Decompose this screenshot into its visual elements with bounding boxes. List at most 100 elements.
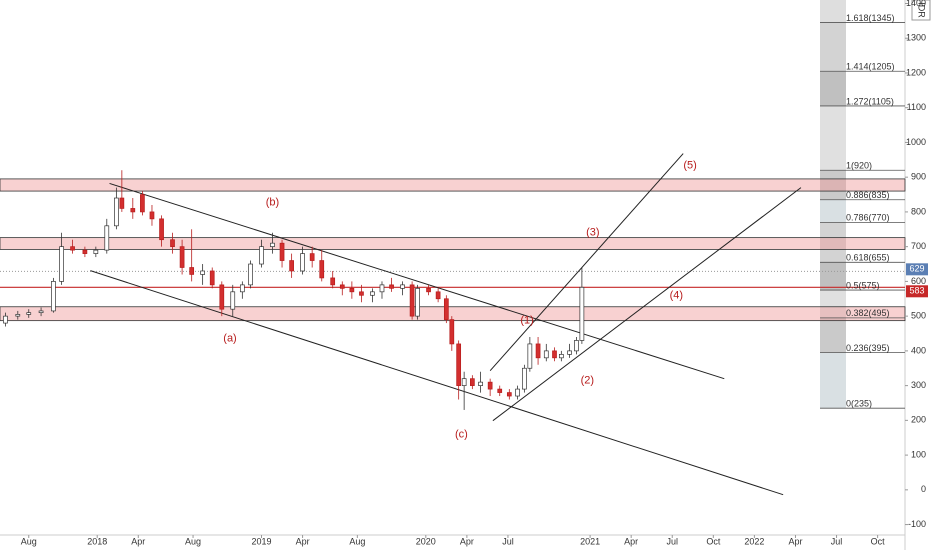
- candle-body: [449, 319, 455, 345]
- candle-body: [558, 354, 564, 359]
- wave-label: (4): [670, 290, 683, 302]
- y-tick-label: 300: [911, 380, 926, 390]
- candle-body: [400, 284, 405, 289]
- candle-body: [379, 284, 385, 293]
- candle-body: [239, 284, 245, 293]
- zone: [0, 237, 906, 250]
- fib-band: [820, 317, 846, 353]
- trendline: [109, 182, 725, 380]
- wave-label: (a): [223, 333, 236, 345]
- y-tick-label: -100: [908, 519, 926, 529]
- candle-body: [209, 270, 215, 286]
- y-tick-label: 1100: [907, 102, 926, 112]
- candle-body: [38, 310, 44, 314]
- y-tick-label: 600: [911, 276, 926, 286]
- currency-box: [911, 0, 931, 21]
- candle-body: [279, 242, 285, 261]
- candle-body: [339, 284, 345, 289]
- candle-body: [159, 218, 164, 241]
- candle-body: [259, 246, 264, 265]
- candle-body: [289, 260, 294, 272]
- fib-label: 0.886(835): [846, 190, 890, 200]
- wave-label: (1): [520, 315, 533, 327]
- candle-body: [497, 388, 503, 393]
- y-tick-label: 700: [911, 241, 926, 251]
- candle-body: [461, 378, 467, 386]
- candle-body: [149, 211, 155, 220]
- candle-body: [506, 392, 512, 397]
- trendline: [90, 270, 784, 496]
- candle-body: [389, 284, 394, 289]
- candle-body: [189, 267, 195, 275]
- price-label: 583: [909, 286, 924, 296]
- candle-body: [579, 286, 585, 341]
- x-tick-label: Aug: [349, 536, 365, 546]
- candle-body: [443, 298, 449, 320]
- candle-body: [522, 367, 527, 390]
- fib-band: [820, 105, 846, 171]
- candle-body: [319, 260, 325, 279]
- wave-label: (2): [581, 375, 594, 387]
- candle-body: [200, 270, 205, 275]
- candle-body: [567, 350, 572, 355]
- fib-band: [820, 222, 846, 263]
- candle-body: [543, 350, 549, 359]
- fib-label: 0(235): [846, 399, 872, 409]
- candle-body: [170, 239, 175, 248]
- x-tick-label: 2018: [87, 536, 107, 546]
- x-tick-label: Apr: [131, 536, 145, 546]
- y-tick-label: 100: [911, 449, 926, 459]
- candle-body: [527, 343, 533, 369]
- wave-label: (3): [586, 226, 599, 238]
- x-tick-label: Apr: [788, 536, 802, 546]
- candle-body: [179, 246, 185, 268]
- fib-band: [820, 290, 846, 318]
- x-tick-label: Oct: [706, 536, 721, 546]
- candle-body: [359, 291, 364, 296]
- candle-body: [487, 381, 493, 390]
- candle-body: [140, 194, 145, 213]
- y-tick-label: 500: [911, 311, 926, 321]
- fib-label: 0.236(395): [846, 343, 890, 353]
- candle-body: [515, 388, 520, 397]
- candle-body: [51, 281, 56, 312]
- x-tick-label: Apr: [624, 536, 638, 546]
- candle-body: [26, 312, 32, 315]
- zone: [0, 306, 906, 322]
- x-tick-label: 2022: [744, 536, 764, 546]
- zone: [0, 178, 906, 192]
- x-tick-label: Oct: [871, 536, 886, 546]
- price-label-box: [906, 263, 928, 276]
- candle-body: [435, 291, 441, 300]
- wave-label: (5): [683, 159, 696, 171]
- candle-body: [426, 287, 431, 293]
- y-tick-label: 400: [911, 345, 926, 355]
- candle-body: [219, 284, 225, 310]
- y-tick-label: 900: [911, 172, 926, 182]
- x-tick-label: 2019: [251, 536, 271, 546]
- price-label: 629: [909, 264, 924, 274]
- candle-body: [309, 253, 315, 261]
- x-tick-label: Aug: [185, 536, 201, 546]
- fib-band: [820, 170, 846, 200]
- fib-label: 1.272(1105): [846, 96, 894, 106]
- currency: IDR: [917, 2, 927, 18]
- candle-body: [248, 263, 253, 286]
- y-tick-label: 0: [921, 484, 926, 494]
- candle-body: [15, 314, 21, 317]
- price-label-box: [906, 285, 928, 298]
- wave-label: (b): [266, 196, 279, 208]
- fib-label: 1(920): [846, 161, 872, 171]
- x-tick-label: Jul: [666, 536, 678, 546]
- candle-body: [114, 197, 119, 227]
- fib-label: 0.786(770): [846, 213, 890, 223]
- y-tick-label: 1000: [906, 137, 926, 147]
- candle-body: [535, 343, 541, 359]
- fib-label: 0.5(575): [846, 280, 880, 290]
- fib-band: [820, 22, 846, 72]
- candle-body: [104, 225, 110, 251]
- candle-body: [300, 253, 305, 272]
- fib-column: [820, 0, 846, 23]
- x-tick-label: Jul: [502, 536, 514, 546]
